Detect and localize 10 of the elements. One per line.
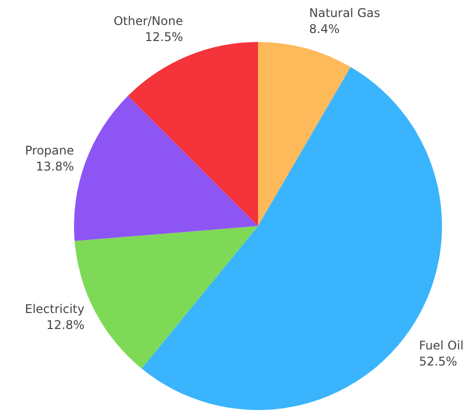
data-label: 12.8% <box>46 318 84 332</box>
slice-label: Electricity <box>24 302 84 316</box>
data-label: 52.5% <box>419 354 458 369</box>
slice-label: Natural Gas <box>309 6 380 20</box>
data-label: 12.5% <box>144 30 183 44</box>
slice-label: Other/None <box>114 14 183 28</box>
slice-label: Propane <box>25 143 74 158</box>
slice-label: Fuel Oil <box>419 338 464 353</box>
data-label: 8.4% <box>309 22 340 36</box>
data-label: 13.8% <box>36 159 74 174</box>
